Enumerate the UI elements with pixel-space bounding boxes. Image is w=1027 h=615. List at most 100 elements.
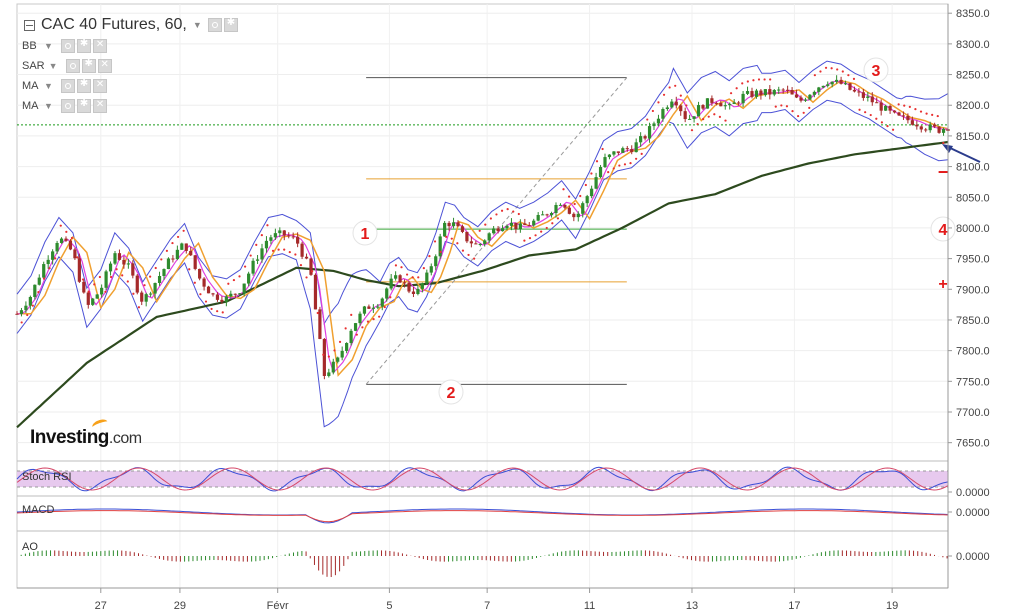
sar-dot — [612, 167, 615, 170]
candle-body — [171, 258, 175, 260]
chevron-down-icon[interactable]: ▼ — [48, 61, 58, 71]
settings-icon[interactable] — [76, 98, 91, 113]
candle-body — [821, 85, 825, 88]
sar-dot — [115, 268, 118, 271]
candle-body — [402, 282, 407, 284]
sar-dot — [76, 256, 79, 259]
candle-body — [781, 89, 785, 91]
candle-body — [273, 233, 277, 238]
candle-body — [679, 105, 683, 112]
visibility-icon[interactable] — [60, 79, 75, 93]
sar-dot — [243, 265, 247, 268]
candle-body — [674, 101, 678, 106]
candle-body — [701, 105, 705, 109]
close-icon[interactable] — [97, 59, 112, 73]
sar-dot — [450, 237, 453, 240]
candle-body — [469, 241, 473, 244]
sar-dot — [886, 124, 889, 128]
sar-dot — [891, 128, 895, 131]
visibility-icon[interactable] — [60, 39, 75, 53]
y-tick-label: 7950.0 — [956, 254, 990, 266]
candle-body — [33, 284, 37, 297]
candle-body — [135, 275, 139, 293]
visibility-icon[interactable] — [60, 99, 75, 113]
sar-dot — [48, 267, 51, 270]
sar-dot — [478, 229, 481, 232]
close-icon[interactable] — [92, 79, 107, 93]
sar-dot — [227, 282, 230, 285]
chevron-down-icon[interactable]: ▼ — [192, 20, 202, 30]
settings-icon[interactable] — [81, 58, 96, 73]
y-tick-label: 8250.0 — [956, 70, 990, 82]
candle-body — [24, 305, 28, 311]
candle-body — [830, 81, 834, 85]
candle-body — [937, 126, 941, 133]
candle-body — [184, 243, 188, 251]
sar-dot — [417, 276, 420, 279]
sar-dot — [651, 109, 654, 113]
candle-body — [51, 251, 55, 260]
chevron-down-icon[interactable]: ▼ — [44, 81, 53, 91]
candle-body — [745, 91, 750, 94]
sar-dot — [333, 349, 336, 352]
candle-body — [15, 313, 19, 315]
y-tick-label: 8050.0 — [956, 192, 990, 204]
visibility-icon[interactable] — [207, 18, 222, 32]
candle-body — [754, 90, 759, 97]
sar-dot — [601, 147, 604, 151]
candle-body — [656, 118, 661, 124]
settings-icon[interactable] — [76, 38, 91, 53]
close-icon[interactable] — [92, 99, 107, 113]
sar-dot — [405, 273, 409, 276]
candle-body — [322, 338, 326, 376]
candle-body — [304, 256, 309, 259]
candle-body — [211, 293, 215, 295]
close-icon[interactable] — [92, 39, 107, 53]
candle-body — [95, 294, 99, 299]
chevron-down-icon[interactable]: ▼ — [44, 41, 53, 51]
sar-dot — [512, 210, 515, 213]
sar-dot — [149, 275, 152, 278]
candle-body — [327, 372, 331, 376]
sar-dot — [534, 234, 537, 237]
candle-body — [817, 87, 821, 92]
candle-body — [206, 286, 211, 294]
candle-body — [723, 105, 727, 107]
collapse-icon[interactable] — [24, 19, 35, 31]
candle-body — [389, 278, 393, 289]
sar-dot — [422, 267, 425, 270]
candle-body — [683, 111, 687, 120]
candle-body — [55, 242, 59, 252]
sar-dot — [439, 250, 442, 253]
candle-body — [879, 102, 883, 111]
candle-body — [812, 91, 816, 95]
x-tick-label: Févr — [267, 600, 289, 612]
candle-body — [692, 116, 696, 119]
sar-dot — [746, 80, 749, 83]
sar-dot — [567, 195, 571, 198]
settings-icon[interactable] — [76, 78, 91, 93]
settings-icon[interactable] — [223, 17, 238, 32]
candle-body — [603, 157, 607, 168]
candle-body — [514, 222, 518, 230]
y-tick-label: 7800.0 — [956, 346, 990, 358]
candle-body — [398, 275, 402, 283]
candle-body — [264, 240, 269, 249]
annotation-badge — [438, 379, 464, 405]
sar-dot — [707, 115, 710, 118]
brand-name: Investing — [30, 427, 109, 448]
sar-dot — [662, 93, 666, 96]
candle-body — [153, 282, 157, 294]
candle-body — [549, 212, 554, 216]
x-tick-label: 13 — [686, 600, 698, 612]
visibility-icon[interactable] — [65, 59, 80, 73]
chevron-down-icon[interactable]: ▼ — [44, 101, 53, 111]
sar-dot — [824, 66, 828, 69]
sar-dot — [528, 237, 532, 240]
candle-body — [331, 361, 335, 373]
parabolic-sar — [20, 66, 945, 358]
candle-body — [131, 263, 135, 276]
candle-body — [353, 323, 358, 331]
sar-dot — [914, 108, 917, 111]
candle-body — [64, 238, 68, 241]
